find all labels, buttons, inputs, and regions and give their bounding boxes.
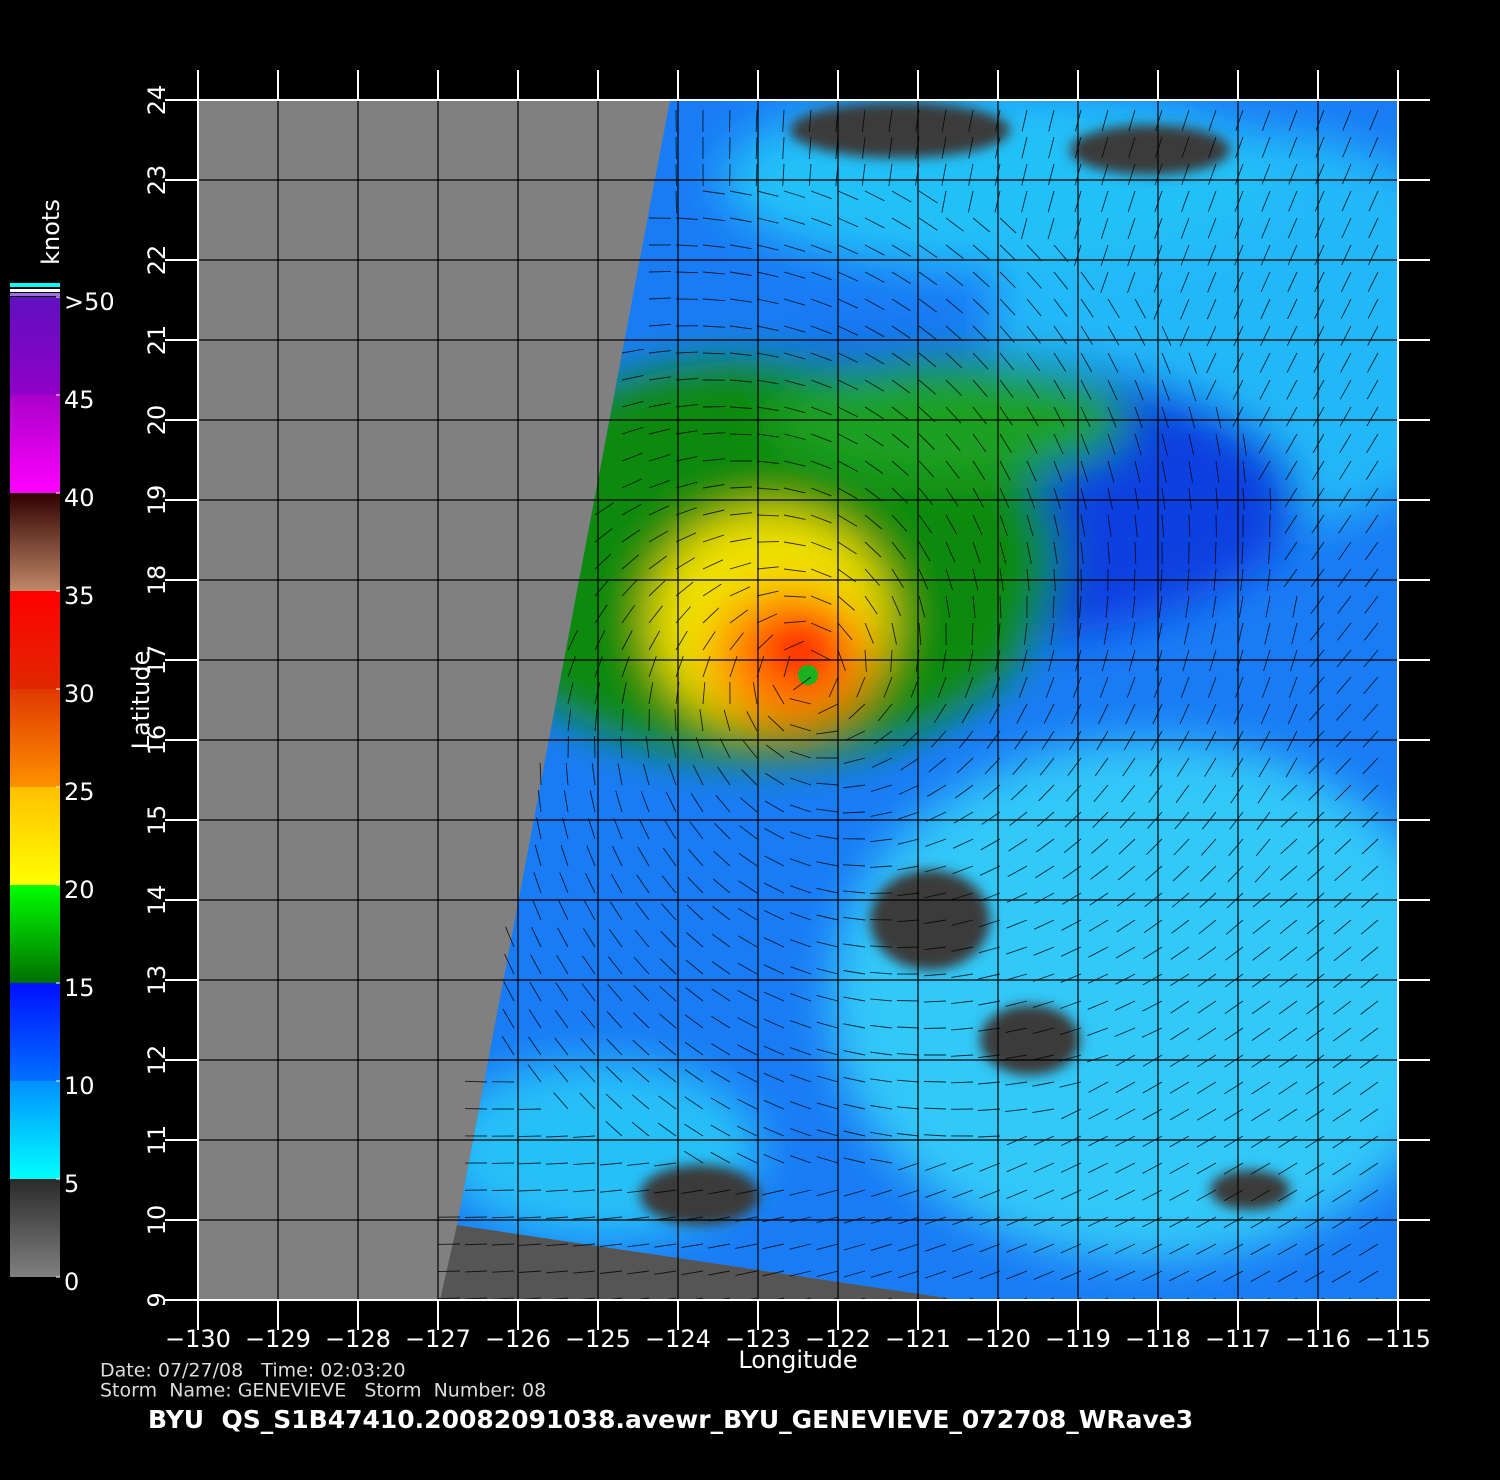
y-tick-label: 22 — [143, 245, 171, 276]
colorbar-tick-label: 10 — [64, 1072, 95, 1100]
colorbar-band — [10, 1179, 60, 1277]
colorbar-band — [10, 787, 60, 885]
y-tick-label: 21 — [143, 325, 171, 356]
y-tick-label: 24 — [143, 85, 171, 116]
x-tick-label: −122 — [805, 1325, 871, 1353]
colorbar — [10, 283, 60, 1278]
no-data-swath — [440, 1225, 960, 1300]
y-tick-label: 13 — [143, 965, 171, 996]
x-tick-label: −130 — [165, 1325, 231, 1353]
y-axis-label: Latitude — [127, 651, 155, 750]
colorbar-band — [10, 493, 60, 591]
colorbar-tick-label: 40 — [64, 484, 95, 512]
colorbar-tick-label: 30 — [64, 680, 95, 708]
colorbar-cap — [10, 283, 60, 287]
y-tick-label: 10 — [143, 1205, 171, 1236]
x-tick-label: −124 — [645, 1325, 711, 1353]
colorbar-cap — [10, 289, 60, 292]
y-tick-label: 17 — [143, 645, 171, 676]
colorbar-label: knots — [37, 199, 65, 265]
y-tick-label: 14 — [143, 885, 171, 916]
x-tick-label: −120 — [965, 1325, 1031, 1353]
colorbar-tick-label: 15 — [64, 974, 95, 1002]
colorbar-tick-label: 45 — [64, 386, 95, 414]
x-tick-label: −125 — [565, 1325, 631, 1353]
y-tick-label: 20 — [143, 405, 171, 436]
x-tick-label: −126 — [485, 1325, 551, 1353]
x-tick-label: −118 — [1125, 1325, 1191, 1353]
x-tick-label: −117 — [1205, 1325, 1271, 1353]
colorbar-band — [10, 885, 60, 983]
colorbar-band — [10, 1081, 60, 1179]
plot-frame — [197, 99, 1399, 1301]
x-tick-label: −119 — [1045, 1325, 1111, 1353]
colorbar-cap — [10, 293, 60, 296]
colorbar-tick-label: 35 — [64, 582, 95, 610]
y-tick-label: 9 — [143, 1292, 171, 1307]
colorbar-band — [10, 297, 60, 395]
x-tick-label: −128 — [325, 1325, 391, 1353]
colorbar-tick-label: 20 — [64, 876, 95, 904]
x-tick-label: −121 — [885, 1325, 951, 1353]
x-tick-label: −129 — [245, 1325, 311, 1353]
wind-vector-set — [437, 109, 1379, 1300]
x-tick-label: −116 — [1285, 1325, 1351, 1353]
y-tick-label: 18 — [143, 565, 171, 596]
x-axis-label: Longitude — [738, 1346, 857, 1374]
date-line: Date: 07/27/08 Time: 02:03:20 — [100, 1360, 406, 1382]
x-tick-label: −123 — [725, 1325, 791, 1353]
y-tick-label: 16 — [143, 725, 171, 756]
colorbar-band — [10, 983, 60, 1081]
colorbar-tick-label: 0 — [64, 1268, 79, 1296]
y-tick-label: 15 — [143, 805, 171, 836]
colorbar-tick-label: >50 — [64, 288, 115, 316]
wind-vectors — [437, 109, 1379, 1300]
colorbar-band — [10, 591, 60, 689]
x-tick-label: −127 — [405, 1325, 471, 1353]
storm-line: Storm Name: GENEVIEVE Storm Number: 08 — [100, 1380, 546, 1402]
colorbar-band — [10, 689, 60, 787]
file-line: BYU QS_S1B47410.20082091038.avewr_BYU_GE… — [148, 1405, 1193, 1434]
colorbar-band — [10, 395, 60, 493]
x-tick-label: −115 — [1365, 1325, 1431, 1353]
colorbar-tick-label: 25 — [64, 778, 95, 806]
y-tick-label: 11 — [143, 1125, 171, 1156]
y-tick-label: 19 — [143, 485, 171, 516]
colorbar-tick-label: 5 — [64, 1170, 79, 1198]
y-tick-label: 23 — [143, 165, 171, 196]
y-tick-label: 12 — [143, 1045, 171, 1076]
